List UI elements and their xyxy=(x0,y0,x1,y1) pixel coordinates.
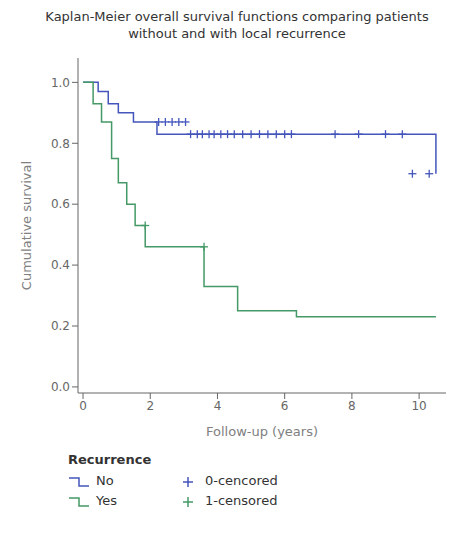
html-text:Yes: Yes xyxy=(96,493,117,508)
svg-text:10: 10 xyxy=(411,399,426,413)
svg-text:0.0: 0.0 xyxy=(51,380,70,394)
svg-text:6: 6 xyxy=(281,399,289,413)
html-text:No: No xyxy=(96,473,114,488)
svg-text:2: 2 xyxy=(146,399,154,413)
svg-text:0.2: 0.2 xyxy=(51,319,70,333)
html-text:Recurrence: Recurrence xyxy=(68,452,152,467)
html-text:0-cencored: 0-cencored xyxy=(205,473,278,488)
html-text:1-censored: 1-censored xyxy=(205,493,278,508)
svg-text:1.0: 1.0 xyxy=(51,76,70,90)
html-text:Kaplan-Meier overall survival: Kaplan-Meier overall survival functions … xyxy=(45,9,429,24)
html-text:without and with local recurre: without and with local recurrence xyxy=(128,26,346,41)
svg-text:0.8: 0.8 xyxy=(51,137,70,151)
svg-text:8: 8 xyxy=(348,399,356,413)
svg-text:Cumulative survival: Cumulative survival xyxy=(19,161,34,290)
svg-text:4: 4 xyxy=(214,399,222,413)
svg-text:0.6: 0.6 xyxy=(51,197,70,211)
svg-text:0.4: 0.4 xyxy=(51,258,70,272)
svg-text:Follow-up (years): Follow-up (years) xyxy=(206,424,318,439)
svg-text:0: 0 xyxy=(79,399,87,413)
